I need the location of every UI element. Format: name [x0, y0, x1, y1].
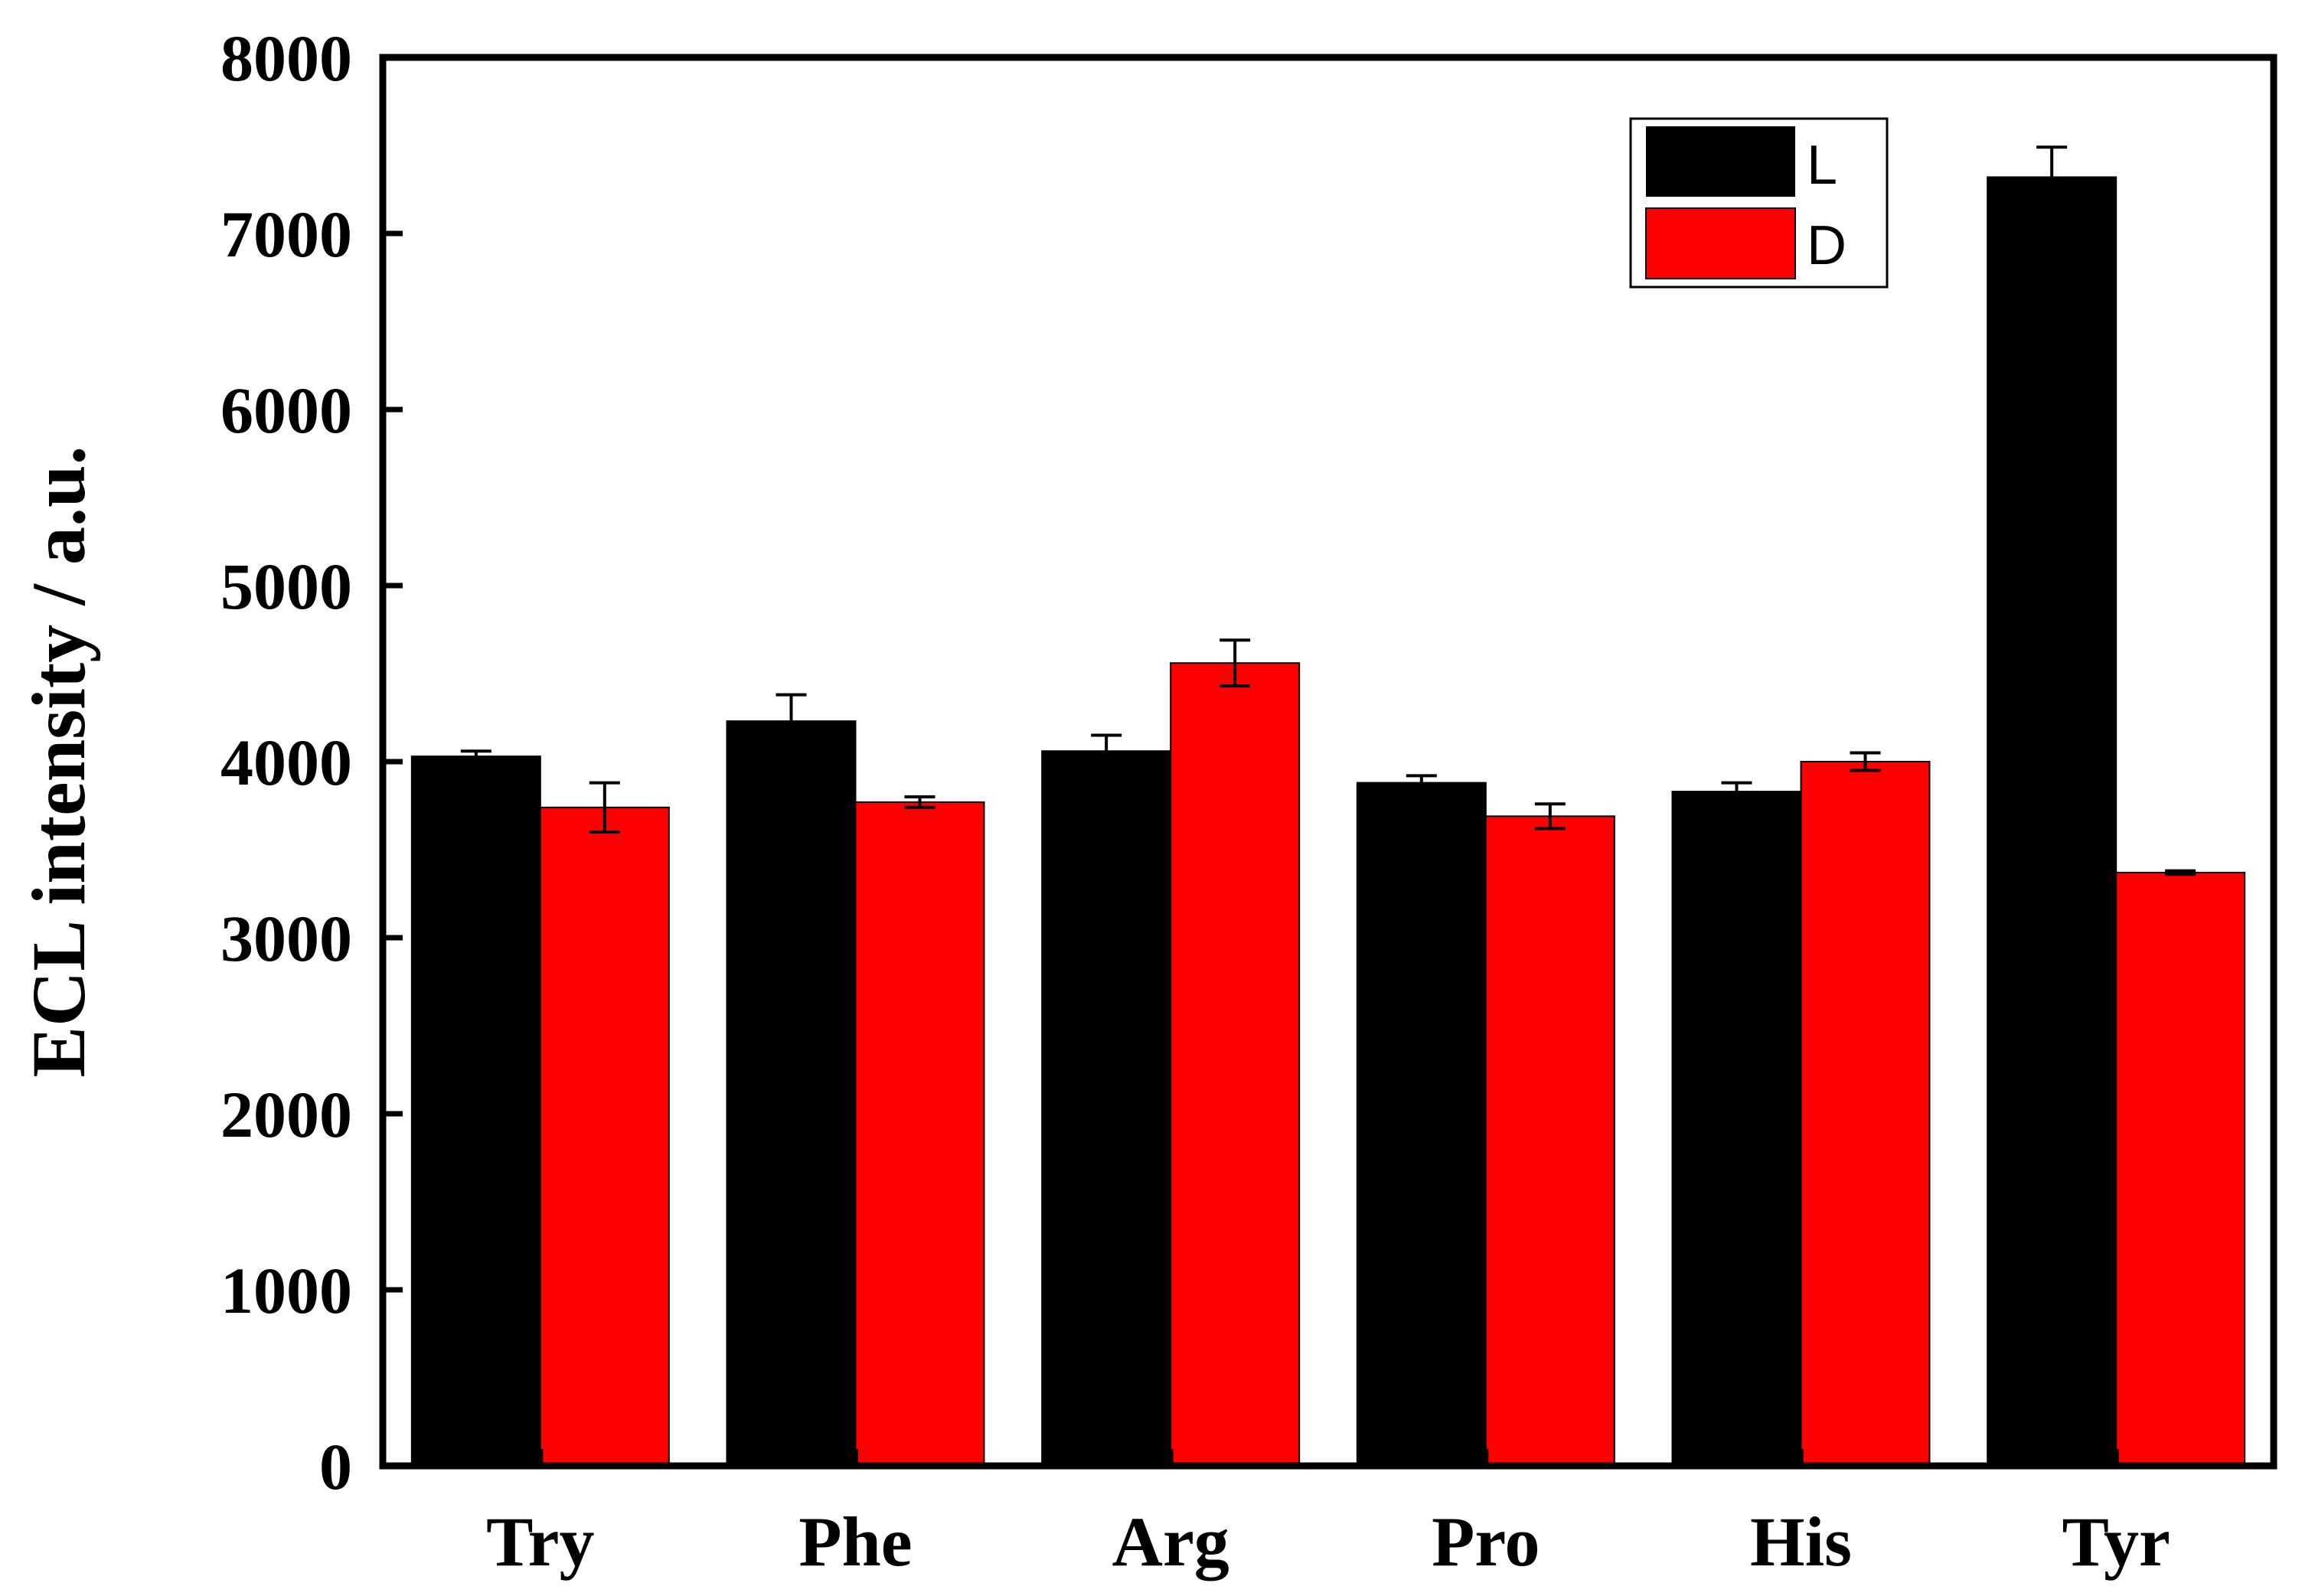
y-tick-label: 3000	[220, 902, 352, 975]
error-bar-l-phe	[775, 693, 807, 749]
bar-d-phe	[854, 801, 985, 1467]
y-tick-label: 5000	[220, 550, 352, 623]
legend-label-d: D	[1807, 215, 1846, 276]
error-bars-layer	[460, 145, 2196, 876]
error-bar-l-tyr	[2036, 145, 2068, 209]
y-axis: 0 1000 2000 3000 4000 5000 6000 7000 8000	[220, 21, 403, 1503]
x-tick-label-tyr: Tyr	[2062, 1503, 2170, 1581]
bar-l-phe	[726, 720, 857, 1467]
y-tick-label: 4000	[220, 726, 352, 799]
error-bar-d-phe	[904, 795, 935, 809]
bar-d-arg	[1170, 662, 1301, 1467]
error-bar-l-try	[460, 749, 491, 763]
error-bar-d-tyr	[2165, 869, 2196, 876]
x-tick-label-his: His	[1750, 1503, 1852, 1581]
bar-l-tyr	[1987, 176, 2118, 1467]
y-tick-label: 1000	[220, 1254, 352, 1327]
y-axis-title: ECL intensity / a.u.	[16, 446, 101, 1077]
bar-l-pro	[1356, 782, 1487, 1467]
error-bar-d-pro	[1534, 802, 1566, 831]
y-tick-label: 6000	[220, 374, 352, 447]
bar-d-try	[539, 806, 670, 1467]
y-tick-label: 0	[319, 1430, 352, 1503]
x-tick-label-pro: Pro	[1432, 1503, 1540, 1581]
error-bar-l-pro	[1406, 774, 1437, 791]
bar-l-his	[1671, 791, 1802, 1467]
x-tick-label-arg: Arg	[1112, 1503, 1229, 1581]
legend-swatch-d	[1645, 207, 1796, 279]
y-tick-label: 7000	[220, 197, 352, 271]
legend-label-l: L	[1807, 135, 1837, 196]
bars-layer	[410, 176, 2246, 1467]
error-bar-d-arg	[1220, 638, 1251, 688]
y-tick-label: 2000	[220, 1078, 352, 1151]
error-bar-l-arg	[1091, 733, 1122, 769]
bar-l-try	[410, 756, 541, 1467]
bar-d-pro	[1484, 815, 1615, 1467]
bar-d-his	[1800, 761, 1931, 1467]
legend: L D	[1629, 117, 1889, 289]
error-bar-d-try	[589, 781, 620, 834]
x-tick-label-try: Try	[486, 1503, 594, 1581]
x-axis: Try Phe Arg Pro His Tyr	[486, 1449, 2170, 1581]
bar-d-tyr	[2115, 871, 2246, 1467]
x-tick-label-phe: Phe	[798, 1503, 912, 1581]
error-bar-d-his	[1850, 751, 1881, 772]
legend-swatch-l	[1646, 126, 1795, 197]
y-tick-label: 8000	[220, 21, 352, 95]
bar-l-arg	[1041, 750, 1172, 1467]
error-bar-l-his	[1721, 781, 1752, 802]
